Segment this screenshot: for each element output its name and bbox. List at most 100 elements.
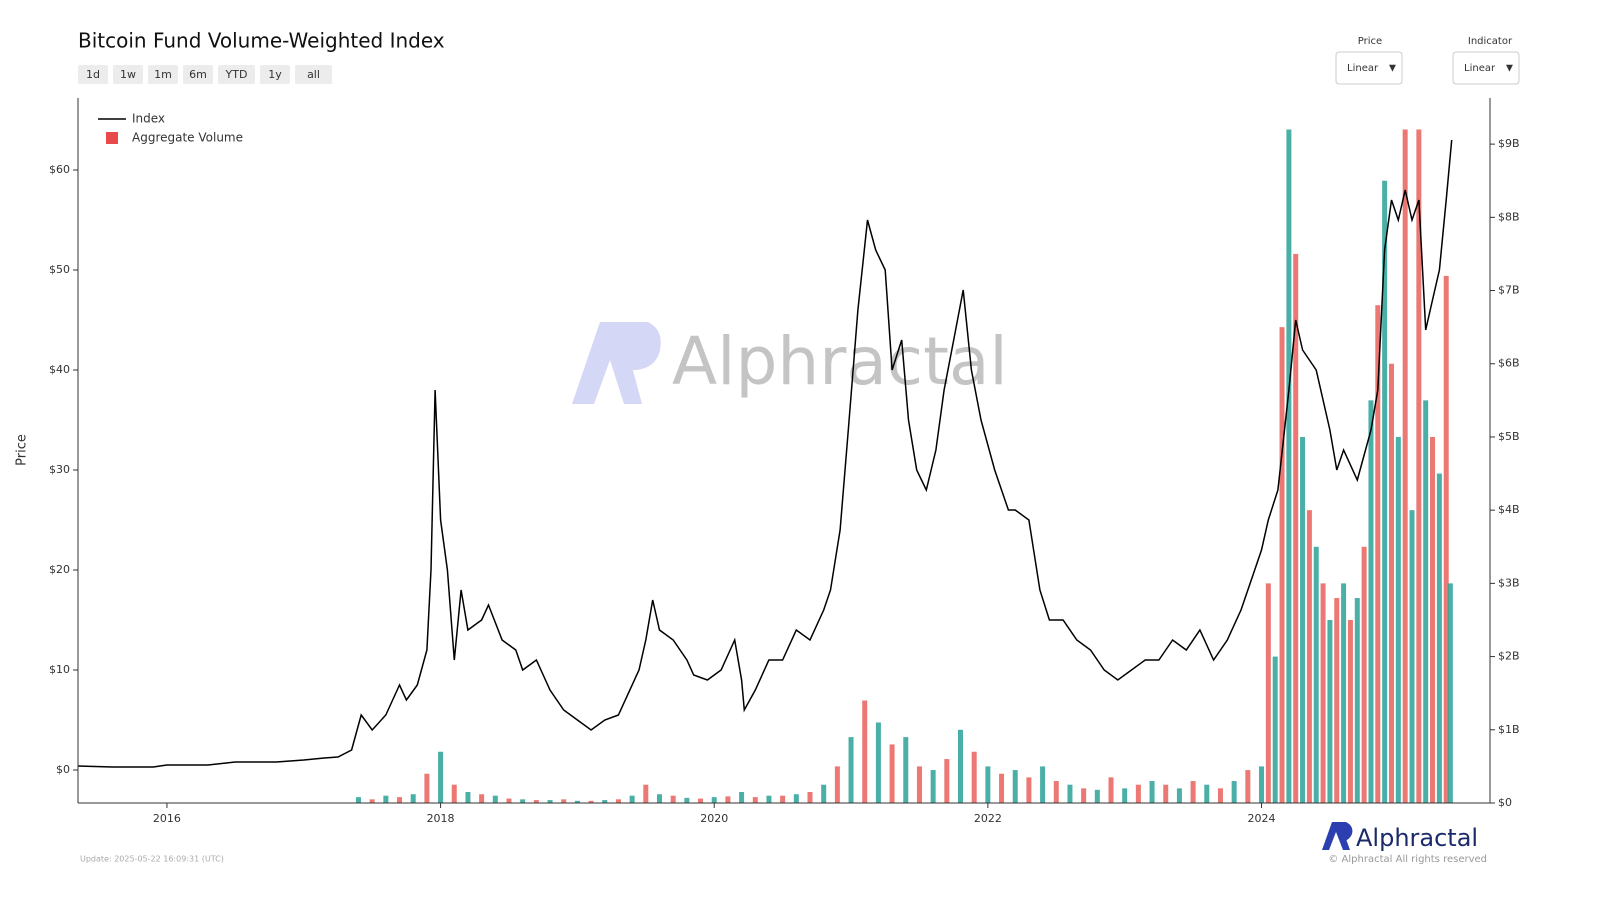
volume-bar	[958, 729, 963, 803]
volume-bar	[1286, 129, 1292, 804]
volume-bar	[684, 797, 690, 803]
y2-tick-label: $8B	[1498, 210, 1520, 223]
volume-bar	[1395, 436, 1401, 803]
volume-bar	[834, 766, 840, 803]
volume-bar	[889, 744, 895, 803]
plot-area: $0 $10 $20 $30 $40 $50 $60 $0 $1B $2B $3B $4B $5B $6B…	[49, 129, 1520, 825]
volume-bar	[930, 770, 936, 803]
volume-bar	[848, 737, 854, 803]
volume-bar	[561, 799, 567, 803]
y2-tick-label: $2B	[1498, 650, 1520, 663]
volume-bar	[1026, 777, 1032, 803]
volume-bar	[1190, 781, 1196, 803]
volume-bar	[383, 795, 389, 803]
dropdown-arrow: ▼	[1506, 64, 1513, 74]
volume-bar	[1067, 784, 1073, 803]
volume-bar	[588, 800, 594, 803]
volume-bar	[752, 797, 758, 803]
volume-bar	[1341, 583, 1347, 803]
volume-bar	[1416, 129, 1422, 804]
range-button[interactable]	[113, 65, 143, 84]
volume-bar	[1122, 788, 1128, 803]
volume-bar	[520, 799, 526, 803]
select-value: Linear	[1347, 63, 1379, 74]
y2-tick-label: $5B	[1498, 430, 1520, 443]
volume-bar	[643, 784, 649, 803]
volume-bar	[1313, 546, 1319, 803]
y-tick-label: $20	[49, 563, 70, 576]
volume-bar	[1430, 436, 1436, 803]
volume-bar	[629, 795, 635, 803]
volume-bar	[1306, 510, 1312, 803]
legend-label[interactable]: Aggregate Volume	[132, 131, 243, 145]
volume-bar	[1040, 766, 1046, 803]
y-tick-label: $60	[49, 163, 70, 176]
y-tick-label: $40	[49, 363, 70, 376]
x-tick-label: 2024	[1248, 812, 1276, 825]
volume-bar	[766, 795, 772, 803]
select-label: Price	[1358, 36, 1382, 47]
range-button-label: 1d	[86, 68, 100, 81]
volume-bar	[1149, 781, 1155, 803]
volume-bar	[1327, 619, 1333, 803]
volume-bar	[903, 737, 909, 803]
volume-bar	[1447, 583, 1453, 803]
range-button-label: 1y	[268, 68, 282, 81]
y2-tick-label: $3B	[1498, 576, 1520, 589]
chart-title: Bitcoin Fund Volume-Weighted Index	[78, 29, 445, 53]
volume-bar	[424, 773, 430, 803]
range-button[interactable]	[183, 65, 213, 84]
volume-bar	[506, 798, 512, 803]
x-tick-label: 2018	[427, 812, 455, 825]
volume-bar	[602, 800, 608, 803]
volume-bar	[1402, 129, 1408, 804]
range-button[interactable]	[295, 65, 332, 84]
volume-bar	[1347, 619, 1353, 803]
volume-bar	[739, 792, 745, 803]
range-button-label: 6m	[189, 68, 207, 81]
volume-bar	[862, 700, 868, 803]
volume-bar	[1053, 781, 1059, 803]
y-axis-label: Price	[15, 434, 30, 466]
legend-label[interactable]: Index	[132, 112, 165, 126]
range-button-label: 1m	[154, 68, 172, 81]
volume-bar	[1368, 400, 1374, 803]
volume-bar	[1176, 788, 1182, 803]
volume-bar	[807, 792, 813, 803]
volume-bar	[985, 766, 991, 803]
volume-bar	[780, 795, 786, 803]
volume-bar	[999, 773, 1005, 803]
volume-bar	[492, 795, 498, 803]
y-tick-label: $30	[49, 463, 70, 476]
update-time: Update: 2025-05-22 16:09:31 (UTC)	[80, 855, 224, 864]
range-button[interactable]	[78, 65, 108, 84]
volume-bar	[1217, 788, 1223, 803]
volume-bar	[1300, 436, 1306, 803]
volume-bar	[547, 800, 553, 803]
range-button[interactable]	[260, 65, 290, 84]
volume-bar	[1361, 546, 1367, 803]
range-button-label: 1w	[120, 68, 136, 81]
volume-bar	[916, 766, 922, 803]
volume-bar	[1382, 180, 1388, 804]
range-button[interactable]	[148, 65, 178, 84]
volume-bar	[821, 784, 827, 803]
volume-bar	[410, 794, 416, 803]
y2-tick-label: $1B	[1498, 723, 1520, 736]
dropdown-arrow: ▼	[1389, 64, 1396, 74]
volume-bar	[465, 792, 471, 803]
watermark: Alphractal	[672, 323, 1008, 400]
volume-bar	[875, 722, 881, 803]
volume-bar	[1272, 656, 1278, 803]
y2-tick-label: $9B	[1498, 137, 1520, 150]
indicator-select[interactable]	[1452, 51, 1520, 85]
range-button[interactable]	[218, 65, 255, 84]
volume-bar	[451, 784, 457, 803]
range-button-label: YTD	[225, 68, 248, 81]
volume-bar	[1320, 583, 1326, 803]
price-select[interactable]	[1335, 51, 1403, 85]
volume-bar	[1279, 327, 1285, 803]
volume-bar	[1245, 770, 1251, 803]
y2-tick-label: $7B	[1498, 284, 1520, 297]
